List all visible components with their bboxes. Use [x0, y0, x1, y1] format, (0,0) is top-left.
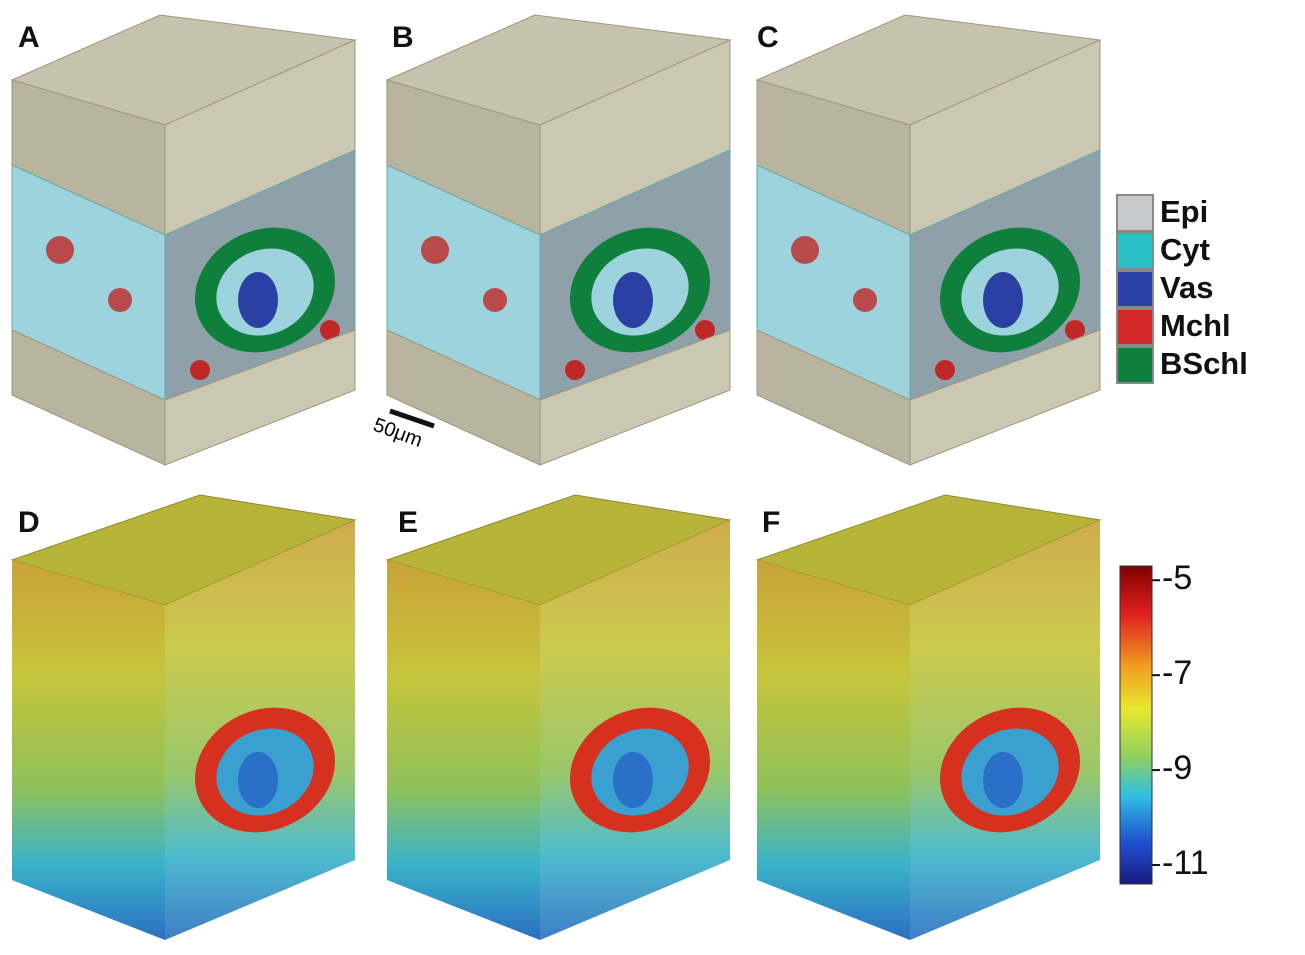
render: [12, 15, 356, 465]
render: [757, 15, 1101, 465]
legend-label: Cyt: [1160, 232, 1210, 267]
legend-label: Mchl: [1160, 308, 1231, 343]
legend-label: Epi: [1160, 194, 1208, 229]
render: [12, 495, 356, 940]
tick-label: -9: [1162, 749, 1192, 787]
tick-label: -7: [1162, 654, 1192, 692]
render: [387, 15, 731, 465]
legend-swatch: [1117, 195, 1153, 231]
colorbar: [1120, 566, 1152, 884]
legend-label: Vas: [1160, 270, 1213, 305]
tick-label: -5: [1162, 559, 1192, 597]
panel-label: E: [398, 506, 418, 539]
legend-swatch: [1117, 233, 1153, 269]
panel-label: A: [18, 21, 40, 54]
render: [757, 495, 1101, 940]
panel-label: B: [392, 21, 414, 54]
legend-label: BSchl: [1160, 346, 1248, 381]
panel-label: F: [762, 506, 780, 539]
legend-swatch: [1117, 347, 1153, 383]
tick-label: -11: [1162, 844, 1209, 882]
legend-swatch: [1117, 309, 1153, 345]
render: [387, 495, 731, 940]
legend-swatch: [1117, 271, 1153, 307]
figure: A B C D E F 50μm EpiCytVasMchlBSchl -5-7…: [0, 0, 1305, 955]
panels: [12, 15, 1101, 940]
colorbar-ticks: -5 -7 -9 -11: [1152, 559, 1209, 882]
panel-label: D: [18, 506, 40, 539]
panel-label: C: [757, 21, 779, 54]
